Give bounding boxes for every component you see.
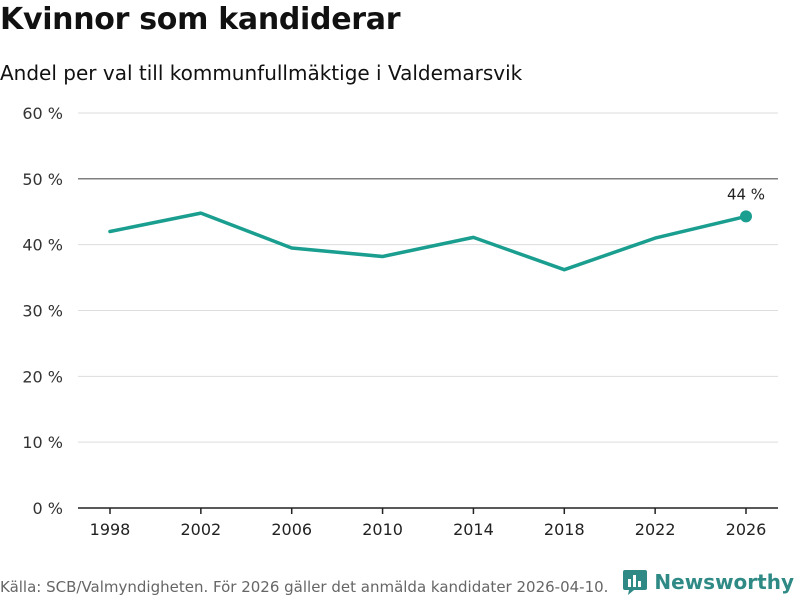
x-tick-label: 2014 (453, 520, 494, 539)
y-tick-label: 20 % (22, 367, 63, 386)
bar-chart-icon (623, 570, 648, 595)
x-tick-label: 1998 (90, 520, 131, 539)
x-tick-label: 2006 (271, 520, 312, 539)
last-data-point (740, 210, 752, 223)
x-tick-label: 2018 (544, 520, 585, 539)
series-line (108, 211, 748, 272)
y-tick-label: 10 % (22, 433, 63, 452)
x-tick-label: 2002 (180, 520, 221, 539)
y-tick-label: 40 % (22, 236, 63, 255)
line-chart: 0 % 10 % 20 % 30 % 40 % 50 % 60 % 1998 2002 2006 2… (22, 104, 778, 539)
data-label: 44 % (727, 185, 765, 203)
y-tick-label: 60 % (22, 104, 63, 123)
y-tick-label: 0 % (33, 499, 63, 518)
y-tick-label: 30 % (22, 302, 63, 321)
chart-subtitle: Andel per val till kommunfullmäktige i V… (0, 61, 523, 85)
source-note: Källa: SCB/Valmyndigheten. För 2026 gäll… (0, 578, 609, 596)
x-tick-label: 2022 (635, 520, 676, 539)
brand-name: Newsworthy (654, 570, 794, 594)
brand-logo: Newsworthy (622, 568, 794, 596)
x-tick-label: 2026 (726, 520, 767, 539)
y-tick-label: 50 % (22, 170, 63, 189)
chart-title: Kvinnor som kandiderar (0, 2, 401, 37)
x-tick-label: 2010 (362, 520, 403, 539)
